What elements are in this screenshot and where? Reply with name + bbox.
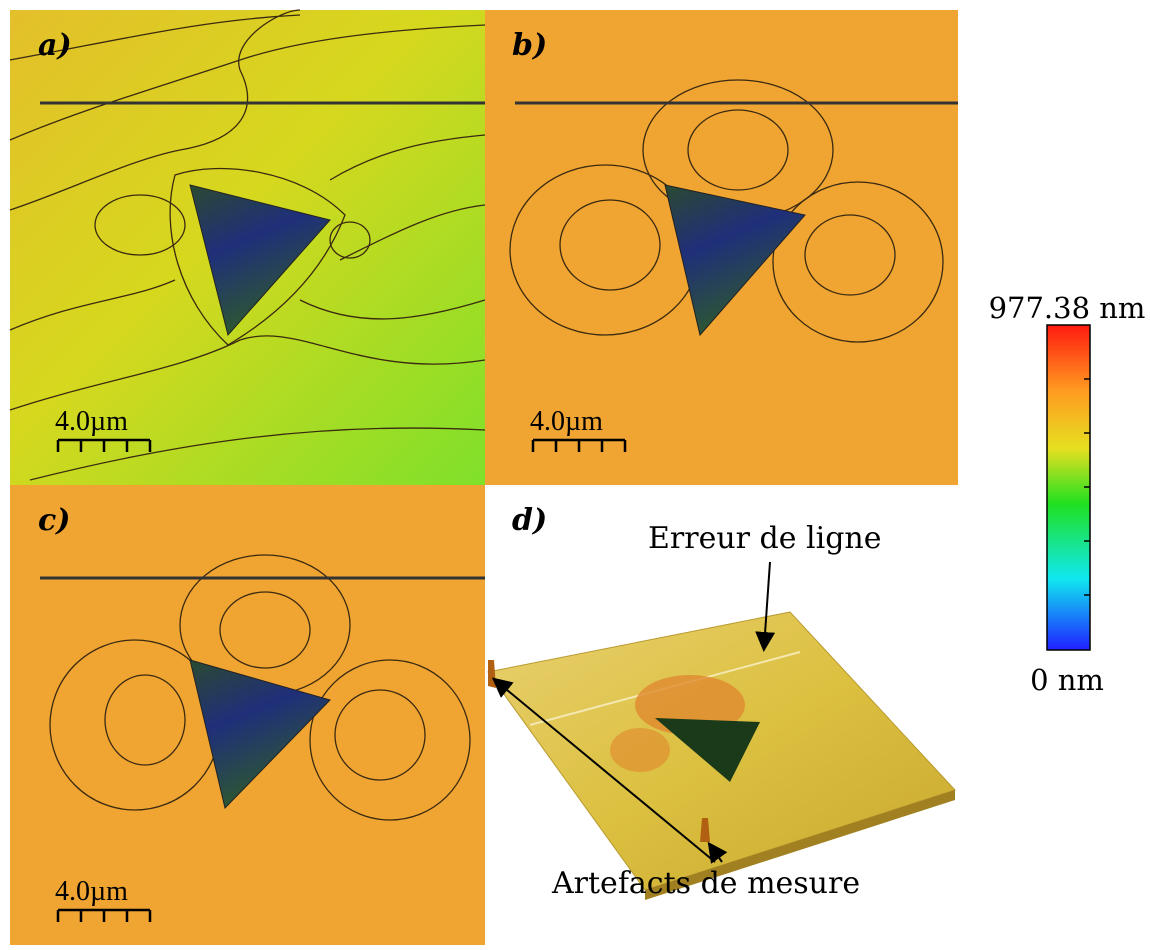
scale-bar — [531, 438, 627, 452]
scale-bar-label: 4.0µm — [55, 876, 128, 907]
scale-bar — [56, 438, 152, 452]
colorbar-ramp — [1046, 324, 1091, 651]
contour — [94, 194, 186, 256]
panel-a: a) 4.0µm — [9, 9, 486, 485]
arrow — [491, 677, 716, 863]
lobe — [334, 689, 426, 781]
indent — [189, 184, 331, 337]
pile-up — [610, 728, 670, 772]
scale-bar-label: 4.0µm — [530, 406, 603, 437]
colorbar-min: 0 nm — [1030, 663, 1104, 697]
colorbar-ticks — [1084, 378, 1090, 596]
panel-label: d) — [512, 503, 547, 538]
lobe — [219, 591, 311, 669]
annotation: Artefacts de mesure — [551, 866, 860, 901]
arrow — [707, 841, 728, 864]
colorbar-max: 977.38 nm — [989, 291, 1146, 325]
scale-bar-label: 4.0µm — [55, 406, 128, 437]
lobe — [804, 214, 896, 296]
contour — [329, 221, 371, 259]
lobe — [559, 199, 661, 291]
panel-label: a) — [38, 28, 72, 63]
panel-label: c) — [38, 503, 70, 538]
lobe — [309, 659, 471, 821]
annotation: Erreur de ligne — [648, 521, 882, 556]
lobe — [104, 674, 186, 766]
panel-label: b) — [512, 28, 547, 63]
panel-b: b) 4.0µm — [485, 10, 958, 485]
lobe — [772, 181, 944, 343]
artifact — [488, 660, 496, 688]
contour — [169, 167, 346, 346]
artifact — [700, 818, 710, 842]
colorbar: 977.38 nm 0 nm — [989, 291, 1146, 697]
surface-edge — [645, 790, 955, 900]
scale-bar — [56, 908, 152, 922]
indent — [655, 718, 760, 782]
panel-d: d) Erreur de ligne Artefacts de mesure — [487, 503, 956, 901]
lobe — [687, 109, 789, 191]
panel-c: c) 4.0µm — [10, 485, 485, 945]
arrow — [755, 561, 776, 652]
contours — [9, 9, 486, 481]
indent — [664, 184, 806, 337]
indent — [189, 659, 331, 810]
